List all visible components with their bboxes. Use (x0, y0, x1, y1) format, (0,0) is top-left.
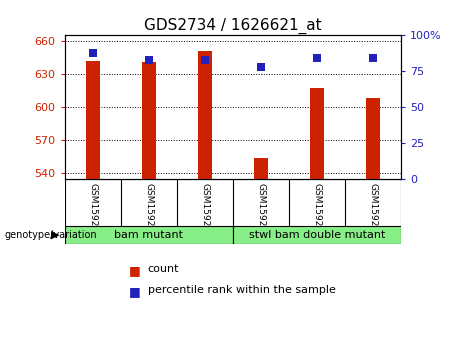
Point (313, 56, 321, 61)
Bar (86, 61, 100, 179)
Text: GSM159289: GSM159289 (313, 183, 321, 238)
Text: GSM159286: GSM159286 (144, 183, 153, 238)
Bar (142, 62, 156, 179)
Point (257, 64, 265, 70)
Point (369, 56, 377, 61)
Point (201, 57, 208, 63)
Text: bam mutant: bam mutant (114, 230, 183, 240)
Bar (65, 226, 233, 244)
Text: stwl bam double mutant: stwl bam double mutant (249, 230, 385, 240)
Bar (233, 226, 401, 244)
Text: ▶: ▶ (52, 230, 60, 240)
Bar (366, 98, 380, 179)
Text: GSM159288: GSM159288 (256, 183, 266, 238)
Text: ■: ■ (129, 264, 141, 277)
Bar (310, 88, 324, 179)
Point (145, 57, 152, 63)
Text: genotype/variation: genotype/variation (5, 230, 97, 240)
Text: percentile rank within the sample: percentile rank within the sample (148, 285, 336, 295)
Text: ■: ■ (129, 285, 141, 298)
Point (89, 50, 96, 56)
Text: GSM159290: GSM159290 (368, 183, 378, 238)
Text: GSM159287: GSM159287 (200, 183, 209, 238)
Text: GSM159285: GSM159285 (88, 183, 97, 238)
Text: count: count (148, 264, 179, 274)
Bar (198, 51, 212, 179)
Bar (254, 158, 268, 179)
Title: GDS2734 / 1626621_at: GDS2734 / 1626621_at (144, 18, 322, 34)
